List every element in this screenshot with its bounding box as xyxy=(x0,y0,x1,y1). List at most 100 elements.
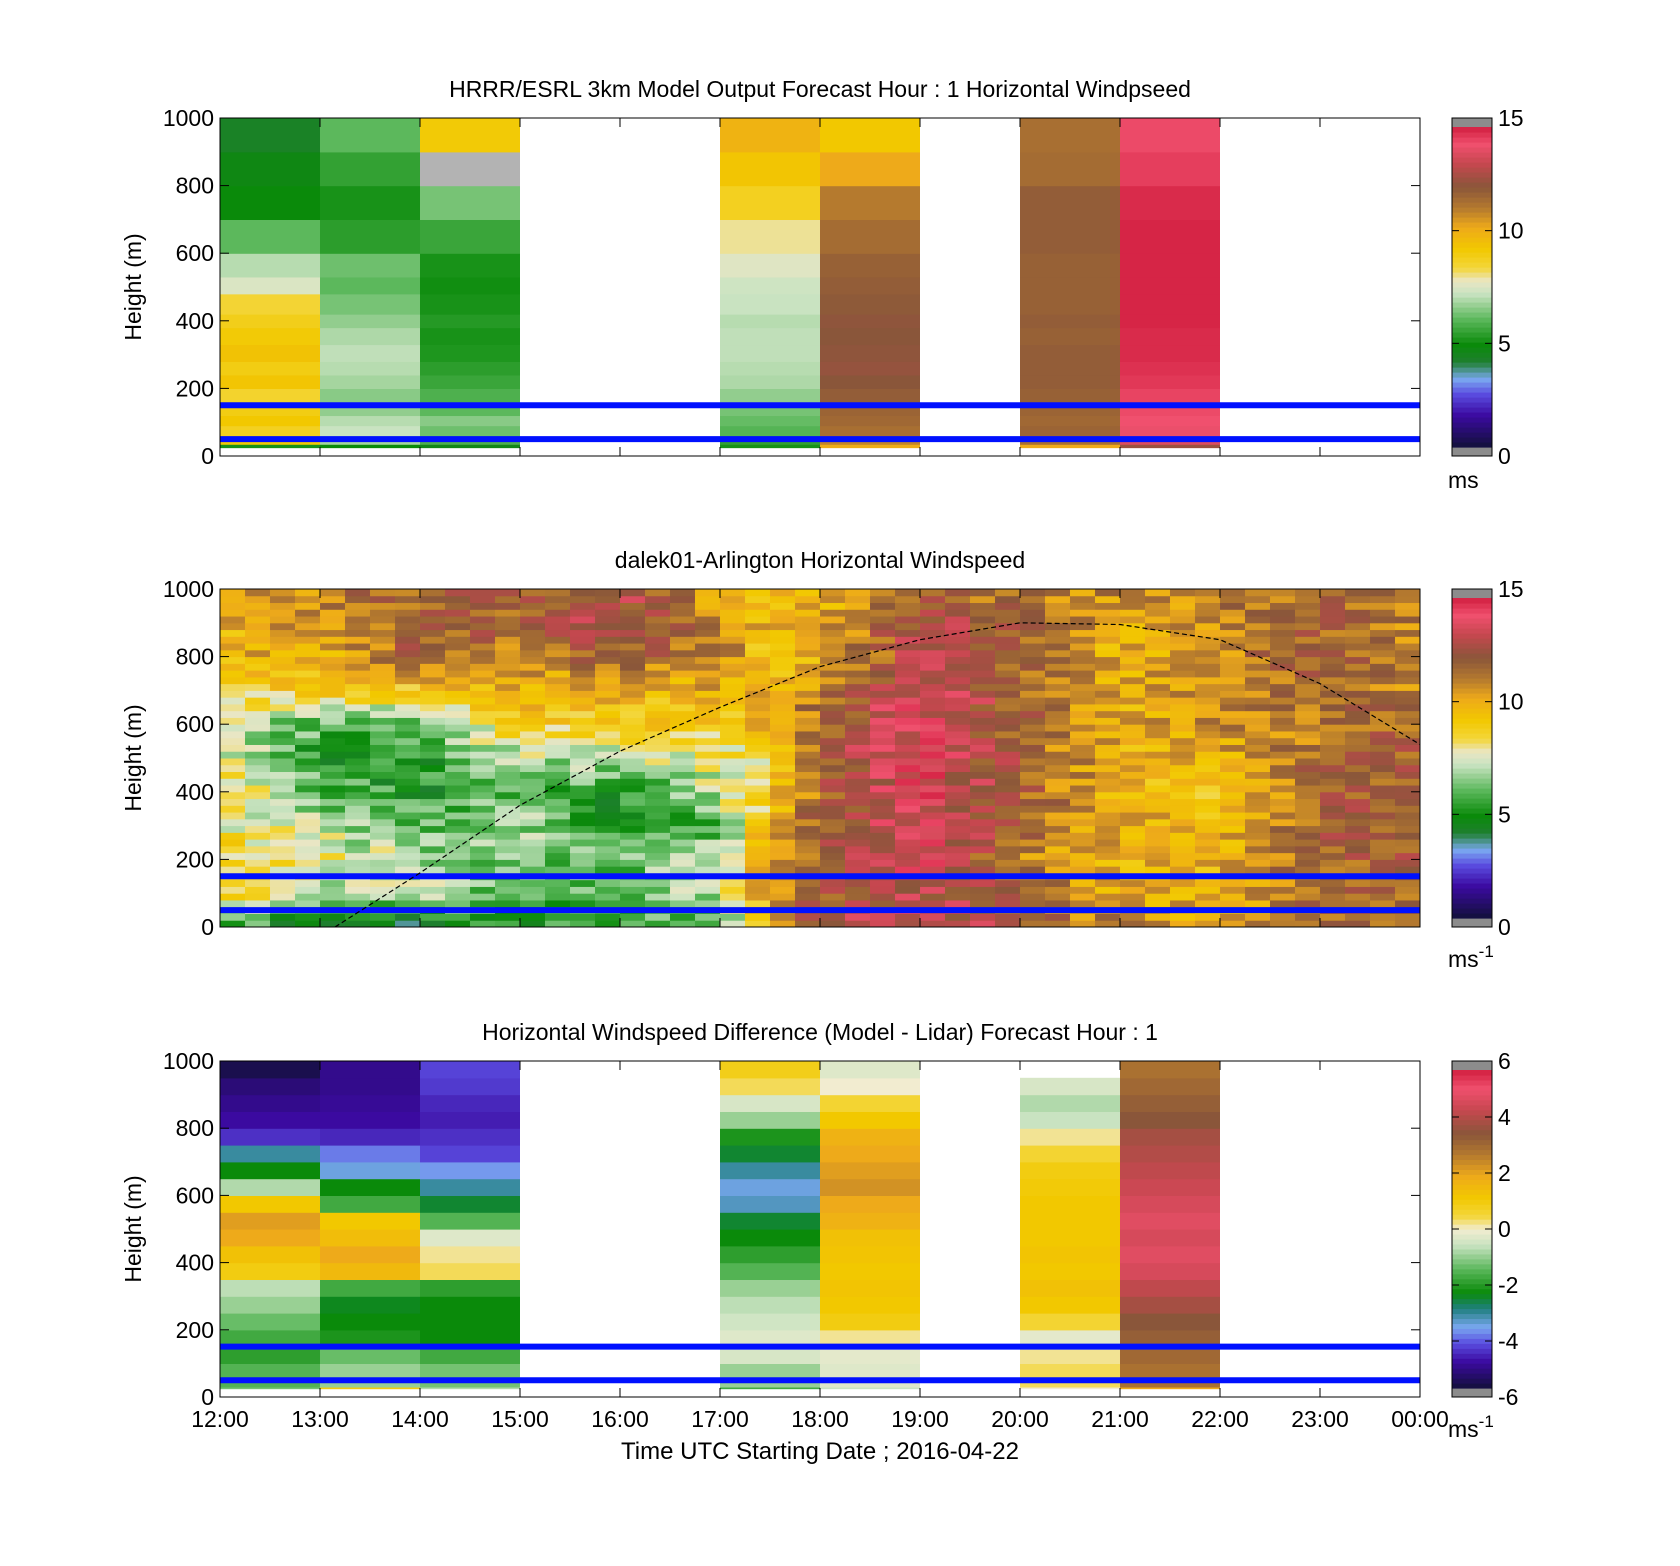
heatmap-cell xyxy=(995,758,1021,766)
heatmap-cell xyxy=(745,913,771,921)
colorbar-swatch xyxy=(1452,1283,1492,1290)
heatmap-cell xyxy=(845,758,871,766)
heatmap-cell xyxy=(1270,839,1296,847)
heatmap-cell xyxy=(745,730,771,739)
heatmap-cell xyxy=(470,913,496,921)
heatmap-cell xyxy=(820,670,846,678)
heatmap-cell xyxy=(820,1145,920,1163)
heatmap-cell xyxy=(845,670,871,678)
heatmap-cell xyxy=(620,724,646,732)
heatmap-cell xyxy=(1370,866,1396,874)
heatmap-cell xyxy=(545,622,571,631)
heatmap-cell xyxy=(345,859,371,867)
heatmap-cell xyxy=(970,859,996,867)
heatmap-cell xyxy=(945,778,971,786)
heatmap-cell xyxy=(1220,683,1246,691)
heatmap-cell xyxy=(645,812,671,820)
heatmap-cell xyxy=(1395,737,1420,745)
heatmap-cell xyxy=(770,683,796,691)
heatmap-cell xyxy=(1170,812,1196,820)
heatmap-cell xyxy=(395,609,421,617)
heatmap-cell xyxy=(1395,805,1420,813)
heatmap-cell xyxy=(570,913,596,921)
heatmap-cell xyxy=(1220,602,1246,610)
heatmap-cell xyxy=(720,744,746,752)
heatmap-cell xyxy=(570,859,596,867)
heatmap-cell xyxy=(1120,771,1146,779)
heatmap-cell xyxy=(1220,629,1246,637)
heatmap-cell xyxy=(395,744,421,752)
x-tick-label: 17:00 xyxy=(691,1406,749,1432)
heatmap-cell xyxy=(1320,879,1346,887)
colorbar-swatch xyxy=(1452,402,1492,408)
heatmap-cell xyxy=(1245,913,1271,921)
heatmap-cell xyxy=(895,785,921,793)
heatmap-cell xyxy=(1295,710,1321,718)
heatmap-cell xyxy=(770,879,796,887)
heatmap-cell xyxy=(1020,425,1120,437)
heatmap-cell xyxy=(1120,1195,1220,1213)
heatmap-cell xyxy=(570,818,596,827)
y-tick-label: 200 xyxy=(176,1317,214,1343)
heatmap-cell xyxy=(1020,185,1120,220)
heatmap-cell xyxy=(720,405,820,417)
heatmap-cell xyxy=(1345,879,1371,887)
heatmap-cell xyxy=(420,1178,520,1196)
heatmap-cell xyxy=(1395,771,1420,779)
heatmap-cell xyxy=(220,730,246,739)
heatmap-cell xyxy=(970,629,996,637)
colorbar-swatch xyxy=(1452,828,1492,834)
heatmap-cell xyxy=(695,683,721,691)
heatmap-cell xyxy=(1295,649,1321,658)
heatmap-cell xyxy=(1020,812,1046,820)
heatmap-cell xyxy=(1095,622,1121,631)
heatmap-cell xyxy=(1120,845,1146,854)
heatmap-cell xyxy=(445,852,471,860)
colorbar-unit-label: ms-1 xyxy=(1448,1412,1494,1442)
heatmap-cell xyxy=(920,724,946,732)
heatmap-cell xyxy=(870,609,896,617)
heatmap-cell xyxy=(820,185,920,220)
heatmap-cell xyxy=(420,609,446,617)
heatmap-cell xyxy=(995,616,1021,624)
heatmap-cell xyxy=(820,643,846,651)
heatmap-cell xyxy=(1120,1094,1220,1112)
heatmap-cell xyxy=(295,676,321,685)
heatmap-cell xyxy=(470,670,496,678)
heatmap-cell xyxy=(920,839,946,847)
heatmap-cell xyxy=(820,1245,920,1264)
heatmap-cell xyxy=(320,344,420,362)
heatmap-cell xyxy=(970,899,996,908)
heatmap-cell xyxy=(820,825,846,833)
heatmap-cell xyxy=(1345,663,1371,671)
colorbar-swatch xyxy=(1452,212,1492,218)
heatmap-cell xyxy=(820,616,846,624)
heatmap-cell xyxy=(895,717,921,725)
heatmap-cell xyxy=(345,589,371,597)
heatmap-cell xyxy=(545,595,571,604)
colorbar-swatch xyxy=(1452,252,1492,258)
heatmap-cell xyxy=(1370,791,1396,800)
heatmap-cell xyxy=(545,893,571,901)
heatmap-cell xyxy=(320,899,346,908)
heatmap-cell xyxy=(620,629,646,637)
heatmap-cell xyxy=(320,737,346,745)
heatmap-cell xyxy=(520,825,546,833)
heatmap-cell xyxy=(820,388,920,406)
heatmap-cell xyxy=(295,595,321,604)
heatmap-cell xyxy=(1395,818,1420,827)
heatmap-cell xyxy=(1345,629,1371,637)
heatmap-cell xyxy=(1345,778,1371,786)
heatmap-cell xyxy=(870,616,896,624)
heatmap-cell xyxy=(495,771,521,779)
heatmap-cell xyxy=(495,751,521,759)
heatmap-cell xyxy=(1120,893,1146,901)
heatmap-cell xyxy=(970,805,996,813)
heatmap-cell xyxy=(745,778,771,786)
heatmap-cell xyxy=(795,629,821,637)
heatmap-cell xyxy=(1370,825,1396,833)
heatmap-cell xyxy=(320,405,420,417)
heatmap-cell xyxy=(1045,676,1071,685)
heatmap-cell xyxy=(545,866,571,874)
